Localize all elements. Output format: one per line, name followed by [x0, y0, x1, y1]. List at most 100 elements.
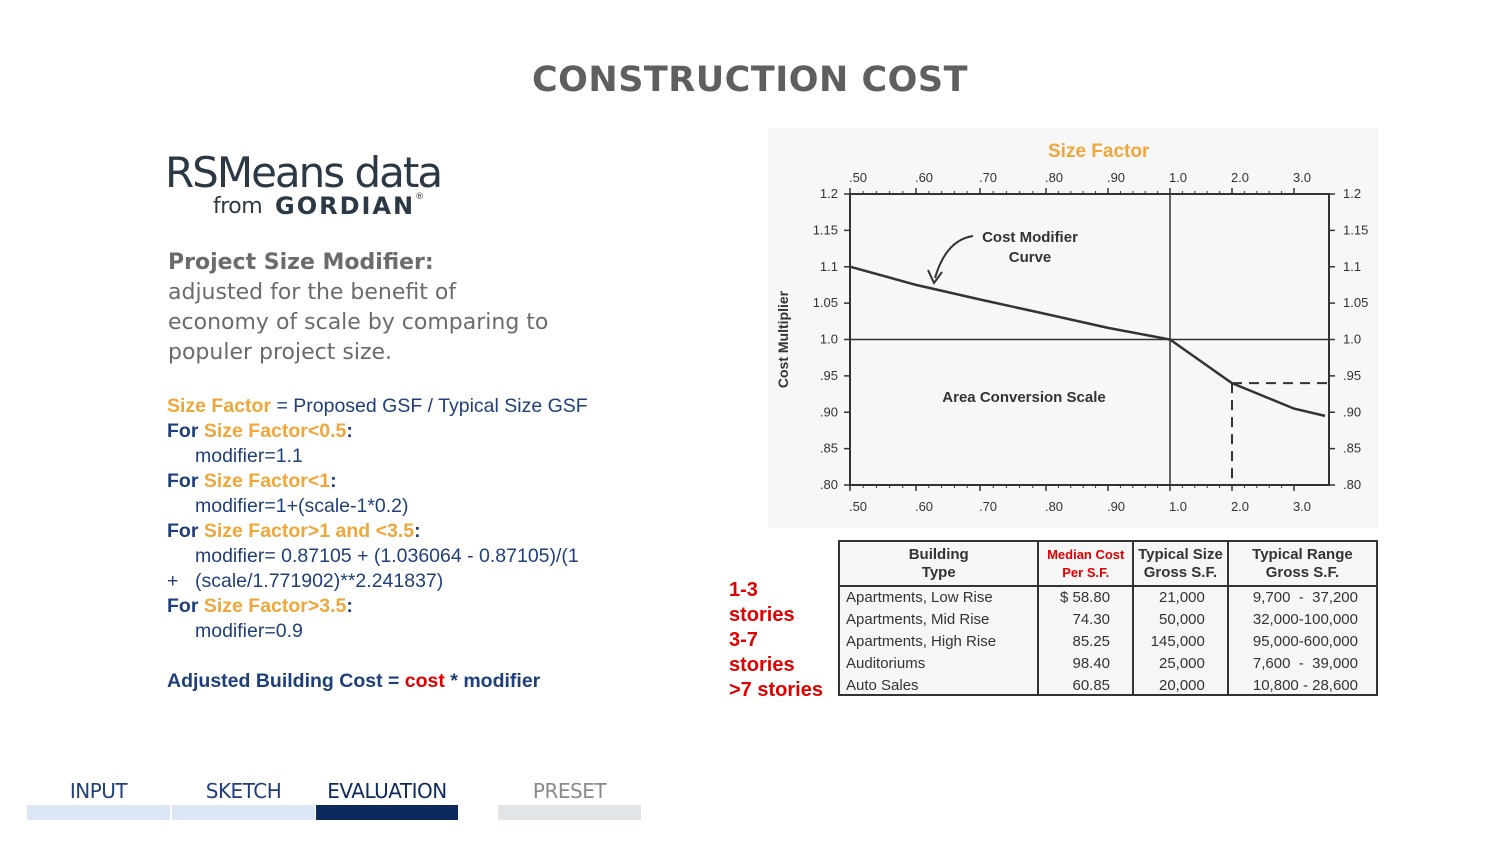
cell-building-type: Auditoriums	[840, 652, 1040, 674]
y-tick-label-right: 1.05	[1343, 295, 1368, 310]
formula-spacer	[167, 644, 637, 669]
cost-modifier-chart-svg: .50 .50 .60 .60 .70 .70 .80 .80 .90 .90 1.0 1.0 2.0 2…	[775, 170, 1368, 514]
range-low: 10,800	[1252, 676, 1299, 694]
description-line: adjusted for the benefit of	[168, 280, 457, 305]
cell-typical-range: 10,800-28,600	[1228, 674, 1376, 696]
y-tick-label-left: .90	[820, 404, 838, 419]
header-text: Median Cost	[1047, 546, 1125, 562]
table-row: Apartments, High Rise 85.25 145,000 95,000-…	[840, 630, 1376, 652]
tab-sketch[interactable]: SKETCH	[172, 775, 315, 821]
tab-label: PRESET	[532, 779, 607, 803]
range-high: 28,600	[1312, 676, 1358, 694]
range-values: 10,800-28,600	[1235, 677, 1370, 694]
tab-indicator	[498, 805, 641, 820]
annotation-arrow	[934, 235, 974, 279]
y-tick-label-right: 1.2	[1343, 186, 1361, 201]
header-text: Per S.F.	[1062, 564, 1110, 580]
cell-typical-range: 7,600-39,000	[1228, 652, 1376, 674]
tab-label: SKETCH	[205, 779, 282, 803]
cell-typical-size: 50,000	[1133, 608, 1229, 630]
y-tick-label-left: 1.2	[820, 186, 838, 201]
y-tick-label-left: .85	[820, 441, 838, 456]
range-values: 32,000-100,000	[1235, 611, 1370, 628]
range-dash: -	[1298, 589, 1304, 606]
annotation-cost-modifier: Cost Modifier	[982, 229, 1078, 246]
header-text: Gross S.F.	[1265, 563, 1340, 581]
range-low: 7,600	[1252, 654, 1291, 672]
logo-from-text: from	[213, 194, 263, 219]
range-high: 39,000	[1312, 654, 1358, 672]
range-low: 32,000	[1252, 610, 1299, 628]
header-text: Typical Size	[1138, 545, 1223, 563]
formula-adjusted-cost: Adjusted Building Cost = cost * modifier	[167, 669, 637, 694]
formula-value-1: modifier=1.1	[195, 445, 303, 467]
x-tick-label-top: .90	[1107, 170, 1125, 185]
tab-label: INPUT	[69, 779, 128, 803]
formula-colon: :	[346, 420, 353, 442]
range-dash: -	[1298, 610, 1304, 628]
annotation-area-conversion: Area Conversion Scale	[942, 389, 1105, 406]
formula-condition-3: For Size Factor>1 and <3.5:	[167, 519, 637, 544]
cell-building-type: Apartments, High Rise	[840, 630, 1040, 652]
table-row: Auto Sales 60.85 20,000 10,800-28,600	[840, 674, 1376, 696]
x-tick-label-top: 2.0	[1231, 170, 1249, 185]
table-header-row: Building Type Median Cost Per S.F. Typical…	[840, 542, 1376, 587]
bottom-tab-bar: INPUT SKETCH EVALUATION PRESET	[27, 775, 647, 821]
logo-main-text: RSMeans data	[165, 148, 443, 197]
x-tick-label-bottom: 2.0	[1231, 499, 1249, 514]
range-high: 100,000	[1303, 610, 1358, 628]
range-values: 95,000-600,000	[1235, 633, 1370, 650]
logo-registered-mark: ®	[415, 192, 427, 202]
stories-label: 1-3	[729, 579, 758, 601]
description-line: economy of scale by comparing to	[168, 310, 549, 335]
header-building-type: Building Type	[840, 542, 1040, 587]
stories-label: stories	[729, 604, 795, 626]
formula-adjusted-label: Adjusted Building Cost =	[167, 670, 405, 692]
description: Project Size Modifier: adjusted for the …	[168, 248, 608, 368]
tab-preset[interactable]: PRESET	[498, 775, 641, 821]
formula-colon: :	[330, 470, 337, 492]
cell-median-cost: 60.85	[1038, 674, 1135, 696]
cost-table: Building Type Median Cost Per S.F. Typical…	[840, 542, 1376, 696]
header-text: Typical Range	[1252, 545, 1353, 563]
y-tick-label-right: .85	[1343, 441, 1361, 456]
cell-typical-size: 21,000	[1133, 586, 1229, 608]
formula-value-3-cont: + (scale/1.771902)**2.241837)	[167, 569, 637, 594]
header-typical-range: Typical Range Gross S.F.	[1227, 542, 1376, 587]
formula-size-factor: Size Factor = Proposed GSF / Typical Siz…	[167, 394, 637, 419]
x-tick-label-bottom: .80	[1045, 499, 1063, 514]
description-line: populer project size.	[168, 340, 393, 365]
range-dash: -	[1298, 632, 1304, 650]
description-heading: Project Size Modifier:	[168, 250, 434, 275]
header-median-cost: Median Cost Per S.F.	[1038, 542, 1135, 587]
table-row: Apartments, Low Rise $ 58.80 21,000 9,700-3…	[840, 586, 1376, 608]
formula-value-4: modifier=0.9	[195, 620, 303, 642]
range-low: 9,700	[1252, 589, 1291, 606]
rsmeans-logo: RSMeans data from GORDIAN®	[165, 148, 465, 228]
x-tick-label-top: .80	[1045, 170, 1063, 185]
cost-modifier-curve	[849, 265, 1326, 418]
formula-cont-text: (scale/1.771902)**2.241837)	[195, 570, 444, 592]
cell-median-cost: 74.30	[1038, 608, 1135, 630]
tab-input[interactable]: INPUT	[27, 775, 170, 821]
cell-building-type: Apartments, Low Rise	[840, 586, 1040, 608]
formula-cost-term: cost	[404, 670, 445, 692]
tab-evaluation[interactable]: EVALUATION	[316, 775, 458, 821]
stories-label: stories	[729, 654, 795, 676]
header-text: Building	[908, 545, 969, 563]
cell-median-cost: 98.40	[1038, 652, 1135, 674]
range-dash: -	[1298, 654, 1304, 672]
range-dash: -	[1302, 676, 1308, 694]
annotation-curve: Curve	[1009, 249, 1052, 266]
stories-label: >7 stories	[729, 679, 823, 701]
range-high: 600,000	[1303, 632, 1358, 650]
range-values: 7,600-39,000	[1235, 655, 1370, 672]
table-row: Auditoriums 98.40 25,000 7,600-39,000	[840, 652, 1376, 674]
formula-for: For	[167, 470, 204, 492]
cell-typical-size: 20,000	[1133, 674, 1229, 696]
x-tick-label-bottom: .50	[849, 499, 867, 514]
x-tick-label-top: 1.0	[1169, 170, 1187, 185]
x-tick-label-top: .50	[849, 170, 867, 185]
cell-building-type: Apartments, Mid Rise	[840, 608, 1040, 630]
x-tick-label-bottom: .70	[979, 499, 997, 514]
